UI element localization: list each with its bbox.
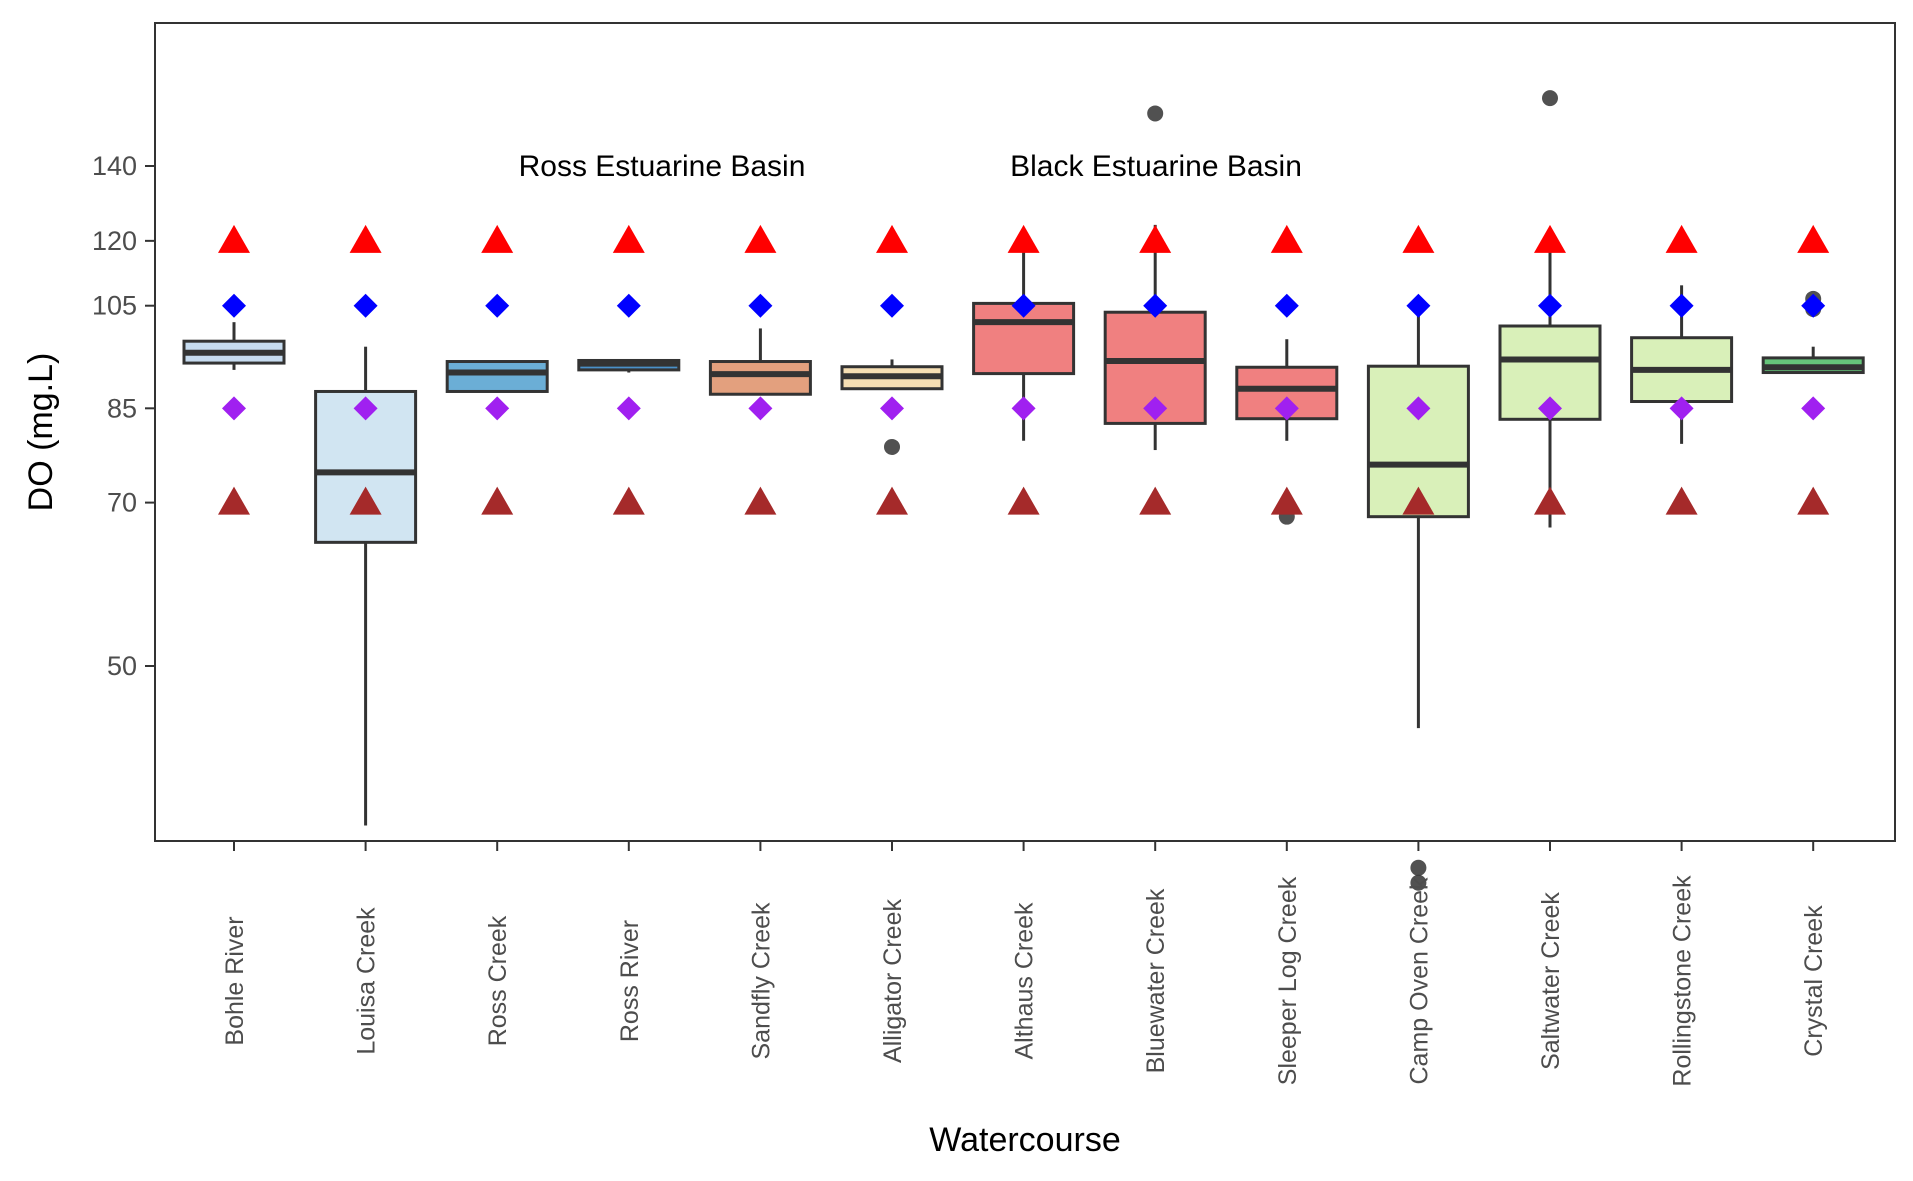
- threshold-diamond-marker: [1538, 293, 1562, 318]
- threshold-diamond-marker: [353, 293, 378, 318]
- threshold-triangle-marker: [1665, 486, 1698, 515]
- threshold-diamond-marker: [616, 396, 641, 421]
- y-tick-label: 70: [107, 488, 137, 518]
- outlier-point: [884, 438, 900, 455]
- threshold-diamond-marker: [880, 293, 904, 318]
- threshold-diamond-marker: [748, 396, 773, 421]
- threshold-diamond-marker: [222, 293, 246, 318]
- threshold-diamond-marker: [880, 396, 904, 421]
- y-axis: 50 70 85 105 120 140: [92, 151, 155, 681]
- y-tick-label: 140: [92, 151, 137, 181]
- threshold-triangle-marker: [1270, 224, 1303, 253]
- threshold-triangle-marker: [1402, 224, 1435, 253]
- threshold-diamond-marker: [1801, 293, 1826, 318]
- y-tick-label: 105: [92, 291, 137, 321]
- x-tick-label: Alligator Creek: [879, 899, 907, 1063]
- threshold-diamond-marker: [1538, 396, 1562, 421]
- reference-markers-layer: [218, 224, 1830, 515]
- threshold-diamond-marker: [1274, 396, 1299, 421]
- threshold-triangle-marker: [349, 224, 382, 253]
- threshold-triangle-marker: [1534, 486, 1566, 515]
- threshold-diamond-marker: [1143, 293, 1168, 318]
- threshold-triangle-marker: [744, 486, 777, 515]
- x-axis-title: Watercourse: [929, 1121, 1120, 1159]
- threshold-triangle-marker: [1797, 486, 1830, 515]
- threshold-triangle-marker: [876, 486, 908, 515]
- outlier-point: [1147, 105, 1164, 122]
- box-group: [182, 322, 286, 370]
- threshold-triangle-marker: [876, 224, 908, 253]
- threshold-diamond-marker: [353, 396, 378, 421]
- threshold-diamond-marker: [1406, 293, 1431, 318]
- threshold-diamond-marker: [1274, 293, 1299, 318]
- box-group: [577, 358, 681, 373]
- box-group: [840, 359, 944, 455]
- outlier-point: [1542, 90, 1558, 107]
- box-group: [1630, 285, 1734, 444]
- y-tick-label: 120: [92, 226, 137, 256]
- threshold-triangle-marker: [1270, 486, 1303, 515]
- threshold-diamond-marker: [222, 396, 246, 421]
- x-tick-label: Rollingstone Creek: [1669, 875, 1697, 1087]
- x-tick-label: Bluewater Creek: [1142, 888, 1170, 1073]
- box-group: [445, 360, 549, 393]
- x-tick-label: Saltwater Creek: [1537, 892, 1565, 1070]
- x-tick-label: Louisa Creek: [353, 907, 381, 1055]
- threshold-diamond-marker: [1143, 396, 1168, 421]
- threshold-diamond-marker: [485, 293, 510, 318]
- x-tick-label: Bohle River: [221, 916, 249, 1045]
- threshold-diamond-marker: [485, 396, 510, 421]
- outlier-point: [1410, 874, 1427, 891]
- threshold-triangle-marker: [1139, 224, 1172, 253]
- outlier-point: [1410, 859, 1427, 876]
- threshold-triangle-marker: [612, 224, 645, 253]
- x-axis: Bohle River Louisa Creek Ross Creek Ross Ri…: [221, 841, 1828, 1087]
- threshold-diamond-marker: [748, 293, 773, 318]
- threshold-triangle-marker: [349, 486, 382, 515]
- threshold-diamond-marker: [1011, 396, 1036, 421]
- threshold-triangle-marker: [1007, 224, 1040, 253]
- x-tick-label: Camp Oven Creek: [1405, 877, 1433, 1085]
- threshold-triangle-marker: [612, 486, 645, 515]
- box-iqr: [445, 360, 549, 393]
- threshold-diamond-marker: [616, 293, 641, 318]
- threshold-triangle-marker: [1007, 486, 1040, 515]
- threshold-diamond-marker: [1669, 396, 1694, 421]
- x-tick-label: Althaus Creek: [1011, 902, 1039, 1060]
- threshold-diamond-marker: [1801, 396, 1826, 421]
- threshold-triangle-marker: [1402, 486, 1435, 515]
- threshold-triangle-marker: [1139, 486, 1172, 515]
- box-iqr: [708, 360, 812, 396]
- threshold-diamond-marker: [1011, 293, 1036, 318]
- x-tick-label: Sandfly Creek: [747, 902, 775, 1060]
- threshold-triangle-marker: [218, 224, 250, 253]
- annotation-black-basin: Black Estuarine Basin: [1010, 150, 1302, 183]
- threshold-triangle-marker: [481, 486, 514, 515]
- box-group: [708, 328, 812, 396]
- annotation-ross-basin: Ross Estuarine Basin: [519, 150, 806, 183]
- x-tick-label: Ross River: [616, 920, 644, 1042]
- threshold-triangle-marker: [1534, 224, 1566, 253]
- y-tick-label: 50: [107, 651, 137, 681]
- x-tick-label: Ross Creek: [484, 915, 512, 1046]
- x-tick-label: Crystal Creek: [1800, 905, 1828, 1057]
- y-tick-label: 85: [107, 393, 137, 423]
- threshold-triangle-marker: [1797, 224, 1830, 253]
- threshold-triangle-marker: [744, 224, 777, 253]
- threshold-triangle-marker: [218, 486, 250, 515]
- x-tick-label: Sleeper Log Creek: [1274, 876, 1302, 1085]
- threshold-triangle-marker: [481, 224, 514, 253]
- threshold-triangle-marker: [1665, 224, 1698, 253]
- y-axis-title: DO (mg.L): [22, 353, 60, 512]
- threshold-diamond-marker: [1406, 396, 1431, 421]
- threshold-diamond-marker: [1669, 293, 1694, 318]
